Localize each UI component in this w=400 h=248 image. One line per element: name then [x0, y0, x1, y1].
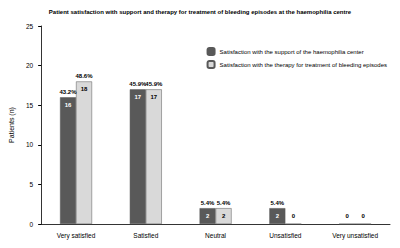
svg-text:Patients (n): Patients (n) — [8, 107, 16, 143]
svg-text:5.4%: 5.4% — [270, 200, 284, 206]
svg-text:Satisfied: Satisfied — [133, 232, 158, 239]
svg-text:2: 2 — [276, 213, 280, 219]
svg-text:5.4%: 5.4% — [201, 200, 215, 206]
svg-text:0: 0 — [361, 213, 365, 219]
svg-text:43.2%: 43.2% — [60, 89, 78, 95]
svg-text:0: 0 — [30, 221, 34, 228]
svg-text:Very satisfied: Very satisfied — [57, 232, 96, 240]
svg-text:0: 0 — [292, 213, 296, 219]
svg-text:10: 10 — [26, 141, 34, 148]
svg-text:16: 16 — [65, 102, 72, 108]
svg-text:Very unsatisfied: Very unsatisfied — [332, 232, 378, 240]
svg-text:2: 2 — [222, 213, 226, 219]
svg-text:Satisfaction with the therapy: Satisfaction with the therapy for treatm… — [220, 62, 387, 68]
svg-text:5: 5 — [30, 181, 34, 188]
svg-text:20: 20 — [26, 62, 34, 69]
svg-text:Satisfaction with the support: Satisfaction with the support of the hae… — [220, 49, 364, 55]
svg-text:Neutral: Neutral — [205, 232, 227, 239]
svg-text:Unsatisfied: Unsatisfied — [269, 232, 302, 239]
svg-text:0: 0 — [345, 213, 349, 219]
svg-text:17: 17 — [134, 94, 141, 100]
svg-text:45.9%: 45.9% — [129, 81, 147, 88]
svg-text:45.9%: 45.9% — [145, 81, 163, 87]
svg-text:48.6%: 48.6% — [76, 73, 94, 79]
svg-text:Patient satisfaction with supp: Patient satisfaction with support and th… — [49, 9, 352, 15]
svg-text:18: 18 — [81, 86, 88, 92]
svg-text:15: 15 — [26, 102, 34, 109]
svg-text:2: 2 — [206, 213, 210, 219]
svg-text:17: 17 — [150, 94, 157, 100]
svg-text:25: 25 — [26, 23, 34, 30]
svg-text:5.4%: 5.4% — [217, 200, 231, 206]
